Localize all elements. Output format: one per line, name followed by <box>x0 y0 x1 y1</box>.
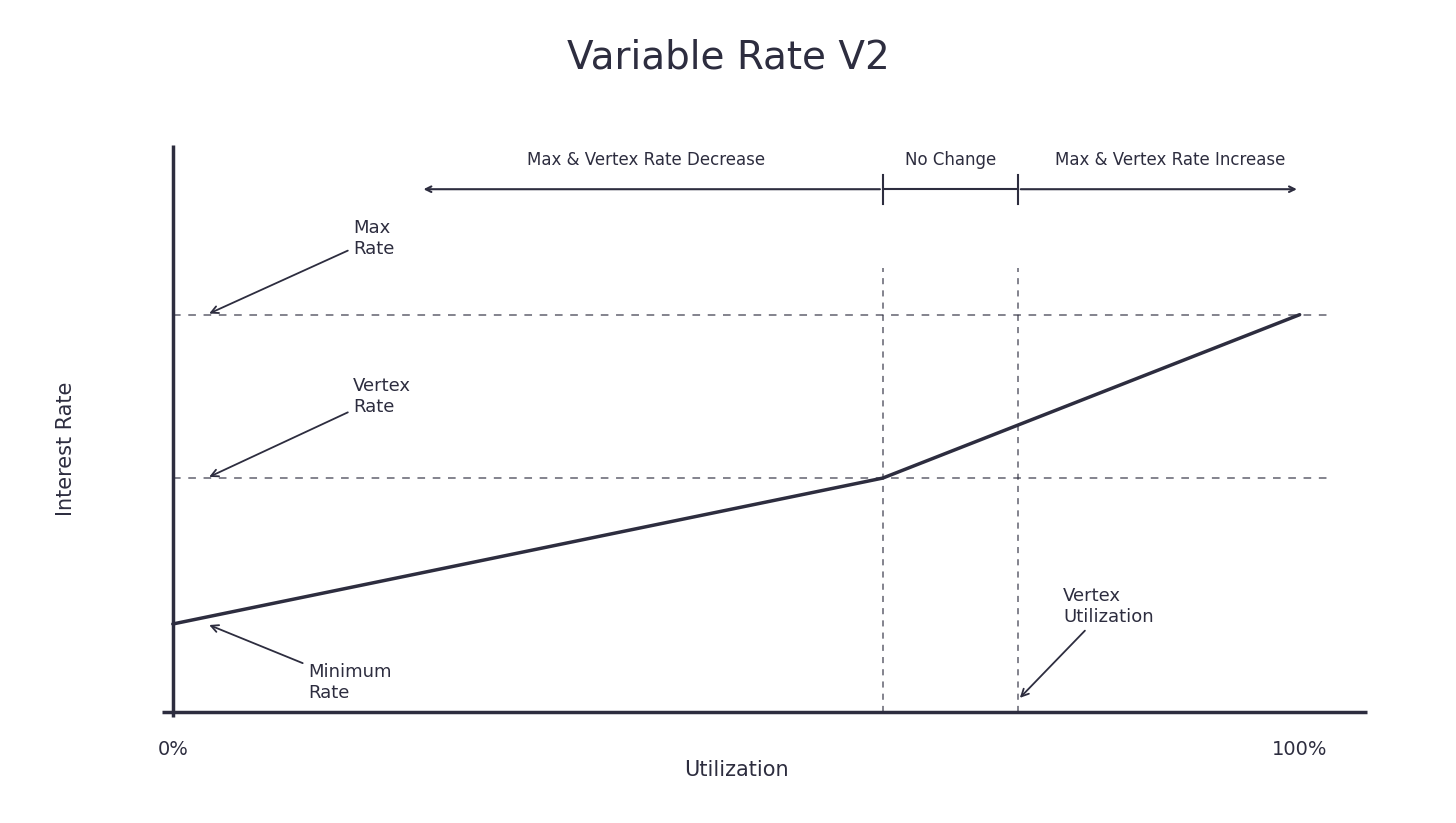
Text: Max
Rate: Max Rate <box>211 220 395 313</box>
Text: Max & Vertex Rate Decrease: Max & Vertex Rate Decrease <box>527 151 766 169</box>
Text: 0%: 0% <box>157 740 188 759</box>
Text: No Change: No Change <box>904 151 996 169</box>
Text: Utilization: Utilization <box>684 760 789 780</box>
Text: Vertex
Rate: Vertex Rate <box>211 377 411 477</box>
Text: Max & Vertex Rate Increase: Max & Vertex Rate Increase <box>1054 151 1286 169</box>
Text: Interest Rate: Interest Rate <box>55 382 76 516</box>
Text: Vertex
Utilization: Vertex Utilization <box>1021 587 1153 696</box>
Text: Minimum
Rate: Minimum Rate <box>211 625 392 702</box>
Text: Variable Rate V2: Variable Rate V2 <box>566 39 890 77</box>
Text: 100%: 100% <box>1273 740 1328 759</box>
